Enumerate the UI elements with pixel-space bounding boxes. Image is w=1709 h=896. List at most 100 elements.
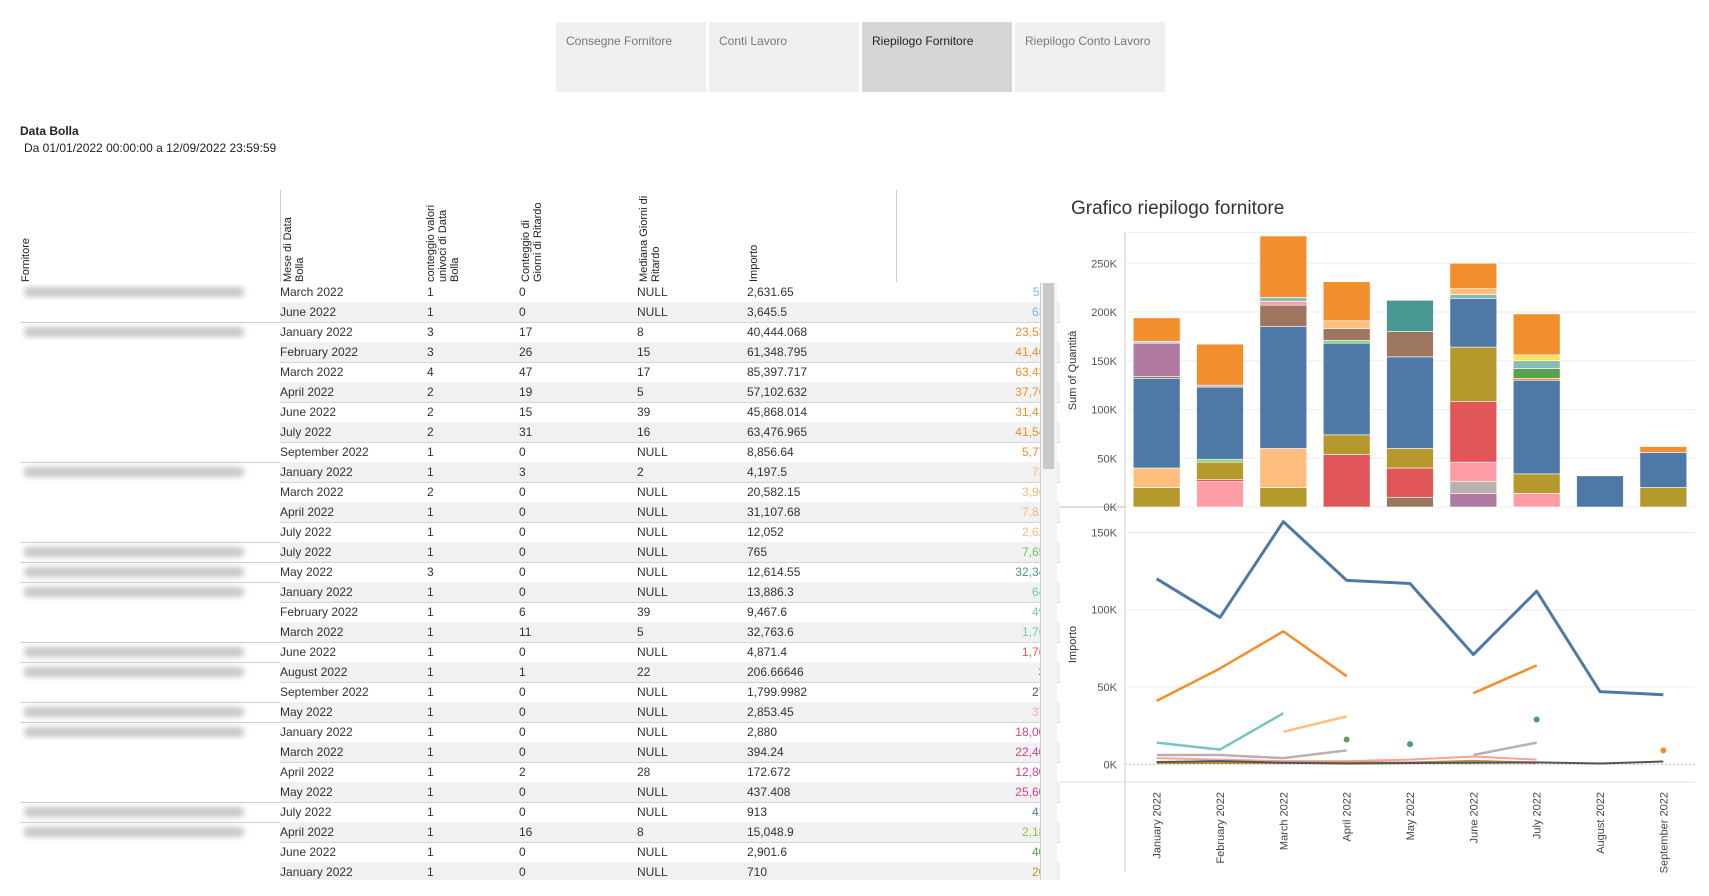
cell-importo: 2,631.65 (747, 285, 794, 299)
table-row[interactable]: March 2022 1 0 NULL 394.24 22,400 (20, 742, 1060, 763)
cell-mese: March 2022 (280, 745, 344, 759)
cell-mese: April 2022 (280, 765, 335, 779)
table-row[interactable]: July 2022 1 0 NULL 765 7,650 (20, 542, 1060, 563)
cell-conteggio-ritardo: 0 (519, 865, 526, 879)
cell-importo: 2,853.45 (747, 705, 794, 719)
table-row[interactable]: June 2022 1 0 NULL 4,871.4 1,765 (20, 642, 1060, 663)
group-separator (20, 702, 280, 703)
row-background (280, 382, 1060, 403)
cell-conteggio-univoci: 1 (427, 845, 434, 859)
cell-conteggio-ritardo: 0 (519, 785, 526, 799)
row-background (280, 822, 1060, 843)
cell-mediana: NULL (637, 285, 668, 299)
bar-segment (1259, 235, 1308, 298)
dashboard-tabs: Consegne Fornitore Conti Lavoro Riepilog… (556, 22, 1168, 92)
cell-importo: 4,197.5 (747, 465, 788, 479)
table-row[interactable]: March 2022 2 0 NULL 20,582.15 3,963 (20, 482, 1060, 503)
cell-mese: March 2022 (280, 285, 344, 299)
table-row[interactable]: January 2022 1 0 NULL 2,880 18,000 (20, 722, 1060, 743)
cell-importo: 172.672 (747, 765, 791, 779)
cell-importo: 15,048.9 (747, 825, 794, 839)
x-tick-label: January 2022 (1152, 792, 1164, 859)
table-row[interactable]: April 2022 1 16 8 15,048.9 2,181 (20, 822, 1060, 843)
bar-segment (1132, 317, 1181, 342)
tab-conti-lavoro[interactable]: Conti Lavoro (709, 22, 859, 92)
table-row[interactable]: March 2022 4 47 17 85,397.717 63,432 (20, 362, 1060, 383)
cell-mese: May 2022 (280, 785, 333, 799)
cell-mediana: NULL (637, 805, 668, 819)
table-row[interactable]: July 2022 1 0 NULL 12,052 2,620 (20, 522, 1060, 543)
cell-conteggio-ritardo: 0 (519, 525, 526, 539)
cell-conteggio-ritardo: 0 (519, 745, 526, 759)
table-row[interactable]: April 2022 2 19 5 57,102.632 37,764 (20, 382, 1060, 403)
cell-mese: April 2022 (280, 385, 335, 399)
group-separator (20, 542, 280, 543)
row-background (280, 722, 1060, 743)
supplier-name-redacted (24, 707, 244, 717)
cell-mediana: NULL (637, 545, 668, 559)
tab-riepilogo-conto-lavoro[interactable]: Riepilogo Conto Lavoro (1015, 22, 1165, 92)
cell-importo: 32,763.6 (747, 625, 794, 639)
filter-range[interactable]: Da 01/01/2022 00:00:00 a 12/09/2022 23:5… (24, 141, 277, 155)
tab-riepilogo-fornitore[interactable]: Riepilogo Fornitore (862, 22, 1012, 92)
supplier-name-redacted (24, 647, 244, 657)
bar-y-tick-label: 0K (1104, 502, 1118, 514)
bar-segment (1386, 300, 1434, 332)
cell-mediana: NULL (637, 565, 668, 579)
line-y-tick-label: 50K (1097, 682, 1117, 694)
bar-y-tick-label: 150K (1091, 356, 1117, 368)
x-tick-label: March 2022 (1278, 792, 1290, 850)
cell-conteggio-univoci: 1 (427, 665, 434, 679)
table-row[interactable]: May 2022 1 0 NULL 437.408 25,600 (20, 782, 1060, 803)
table-row[interactable]: January 202210NULL710200 (20, 862, 1060, 880)
table-row[interactable]: July 2022 2 31 16 63,476.965 41,540 (20, 422, 1060, 443)
header-divider (896, 190, 897, 282)
bar-segment (1259, 326, 1308, 449)
scrollbar-thumb[interactable] (1043, 283, 1054, 469)
cell-importo: 913 (747, 805, 768, 819)
series-line (1156, 630, 1348, 703)
cell-conteggio-ritardo: 2 (519, 765, 526, 779)
cell-mediana: 28 (637, 765, 651, 779)
row-background (280, 362, 1060, 383)
group-separator (20, 662, 280, 663)
bar-segment (1449, 461, 1498, 482)
cell-conteggio-univoci: 1 (427, 725, 434, 739)
table-row[interactable]: April 2022 1 0 NULL 31,107.68 7,816 (20, 502, 1060, 523)
series-line (1155, 520, 1664, 697)
table-row[interactable]: January 2022 3 17 8 40,444.068 23,539 (20, 322, 1060, 343)
table-row[interactable]: June 2022 2 15 39 45,868.014 31,417 (20, 402, 1060, 423)
row-background (280, 862, 1060, 880)
bar-segment (1196, 343, 1244, 386)
table-row[interactable]: March 2022 1 11 5 32,763.6 1,765 (20, 622, 1060, 643)
tab-consegne-fornitore[interactable]: Consegne Fornitore (556, 22, 706, 92)
cell-mediana: 5 (637, 625, 644, 639)
cell-conteggio-ritardo: 1 (519, 665, 526, 679)
group-separator (20, 562, 280, 563)
supplier-name-redacted (24, 827, 244, 837)
supplier-name-redacted (24, 727, 244, 737)
table-row[interactable]: September 2022 1 0 NULL 8,856.64 5,779 (20, 442, 1060, 463)
group-separator (20, 322, 280, 323)
bar-segment (1322, 454, 1371, 508)
table-scrollbar[interactable] (1040, 283, 1057, 880)
table-row[interactable]: February 2022 3 26 15 61,348.795 41,460 (20, 342, 1060, 363)
cell-mese: August 2022 (280, 665, 348, 679)
line-y-tick-label: 150K (1091, 527, 1117, 539)
table-row[interactable]: April 2022 1 2 28 172.672 12,800 (20, 762, 1060, 783)
row-background (280, 542, 1060, 563)
table-row[interactable]: May 2022 3 0 NULL 12,614.55 32,345 (20, 562, 1060, 583)
table-row[interactable]: July 202210NULL913415 (20, 802, 1060, 823)
cell-conteggio-ritardo: 0 (519, 685, 526, 699)
cell-importo: 4,871.4 (747, 645, 788, 659)
bar-segment (1322, 342, 1371, 436)
